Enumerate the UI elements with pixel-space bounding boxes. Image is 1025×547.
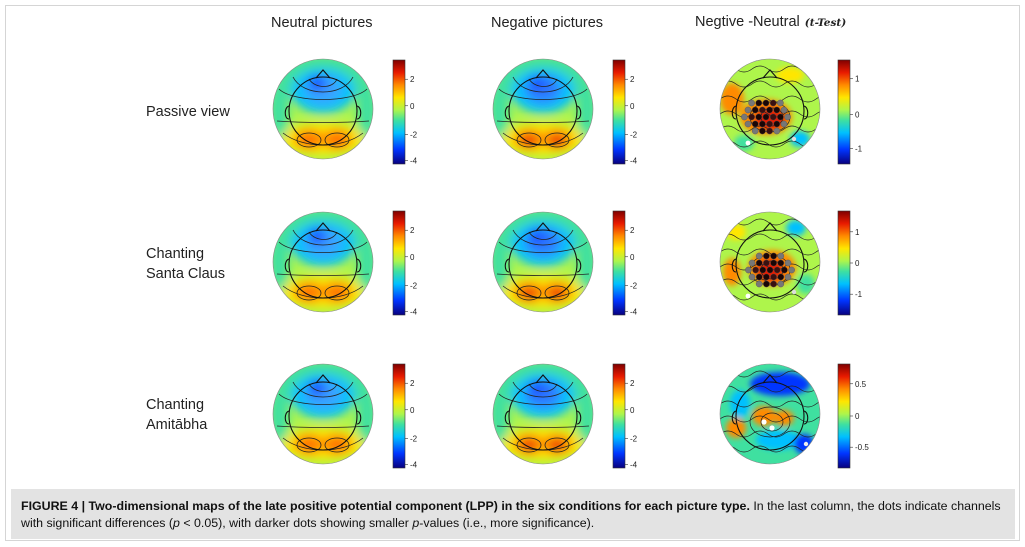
topomap-3 (492, 211, 594, 313)
colorbar-tick-label: -4 (410, 156, 418, 165)
topomap-4 (272, 363, 374, 465)
colorbar-tick-label: -2 (410, 130, 418, 139)
ttest-map-0 (719, 58, 821, 160)
topomap-5 (492, 363, 594, 465)
colorbar-c0: 1 0 -1 (837, 59, 863, 165)
caption-p-symbol-2: p (412, 516, 420, 530)
significance-dots (745, 252, 797, 299)
colorbar-a1: 2 0 -2 -4 (392, 210, 418, 316)
row-label-line: Chanting (146, 246, 205, 262)
colorbar-tick-label: -2 (630, 434, 638, 443)
ttest-map-2 (719, 363, 821, 465)
column-header-neutral: Neutral pictures (271, 15, 373, 31)
colorbar-b2: 2 0 -2 -4 (612, 363, 638, 469)
colorbar-c1: 1 0 -1 (837, 210, 863, 316)
colorbar-tick-label: 0.5 (855, 380, 867, 389)
colorbar-tick-label: -2 (630, 281, 638, 290)
colorbar-tick-label: 0 (855, 412, 860, 421)
row-label-passive-view: Passive view (146, 102, 230, 122)
caption-p-symbol: p (172, 516, 180, 530)
caption-text-3: -values (i.e., more significance). (419, 516, 595, 530)
row-label-line: Chanting (146, 397, 205, 413)
colorbar-tick-label: 0 (410, 253, 415, 262)
colorbar-tick-label: 0 (630, 253, 635, 262)
caption-text-1: In the last column, the dots indicate ch… (21, 499, 1001, 530)
colorbar-tick-label: 2 (410, 379, 415, 388)
row-label-line: Santa Claus (146, 266, 225, 282)
colorbar-tick-label: -2 (410, 434, 418, 443)
colorbar-tick-label: 1 (855, 75, 860, 84)
ttest-map-1 (719, 211, 821, 313)
colorbar-tick-label: 1 (855, 228, 860, 237)
colorbar-tick-label: 0 (410, 406, 415, 415)
colorbar-b1: 2 0 -2 -4 (612, 210, 638, 316)
topomap-0 (272, 58, 374, 160)
figure-frame (5, 5, 1020, 541)
colorbar-tick-label: -4 (630, 156, 638, 165)
colorbar-tick-label: -1 (855, 144, 863, 153)
colorbar-tick-label: -1 (855, 290, 863, 299)
colorbar-tick-label: -0.5 (855, 443, 869, 452)
row-label-chanting-amitabha: Chanting Amitābha (146, 395, 207, 435)
colorbar-tick-label: 2 (630, 75, 635, 84)
colorbar-tick-label: 2 (410, 75, 415, 84)
row-label-chanting-santa-claus: Chanting Santa Claus (146, 244, 225, 284)
colorbar-tick-label: -4 (630, 307, 638, 316)
figure-caption: FIGURE 4 | Two-dimensional maps of the l… (11, 489, 1015, 539)
topomap-2 (272, 211, 374, 313)
colorbar-tick-label: 0 (630, 406, 635, 415)
colorbar-tick-label: 2 (630, 379, 635, 388)
colorbar-tick-label: -4 (410, 307, 418, 316)
topomap-1 (492, 58, 594, 160)
colorbar-c2: 0.5 0 -0.5 (837, 363, 869, 469)
colorbar-tick-label: 0 (855, 259, 860, 268)
column-header-difference: Negtive -Neutral (t-Test) (695, 14, 846, 30)
column-header-ttest: (t-Test) (804, 17, 847, 29)
column-header-negative: Negative pictures (491, 15, 604, 31)
significance-dots (741, 99, 797, 146)
colorbar-tick-label: -4 (630, 460, 638, 469)
colorbar-tick-label: 2 (410, 226, 415, 235)
colorbar-tick-label: 0 (410, 102, 415, 111)
colorbar-tick-label: -2 (630, 130, 638, 139)
colorbar-tick-label: -2 (410, 281, 418, 290)
caption-figure-label: FIGURE 4 | (21, 499, 86, 513)
column-header-difference-title: Negtive -Neutral (695, 14, 800, 30)
colorbar-a2: 2 0 -2 -4 (392, 363, 418, 469)
row-label-line: Amitābha (146, 417, 208, 433)
caption-text-2: < 0.05), with darker dots showing smalle… (183, 516, 409, 530)
caption-title: Two-dimensional maps of the late positiv… (88, 499, 750, 513)
colorbar-tick-label: 0 (630, 102, 635, 111)
significance-dots (761, 419, 809, 447)
colorbar-a0: 2 0 -2 -4 (392, 59, 418, 165)
colorbar-tick-label: 0 (855, 111, 860, 120)
row-label-line: Passive view (146, 104, 230, 120)
colorbar-tick-label: -4 (410, 460, 418, 469)
colorbar-b0: 2 0 -2 -4 (612, 59, 638, 165)
colorbar-tick-label: 2 (630, 226, 635, 235)
